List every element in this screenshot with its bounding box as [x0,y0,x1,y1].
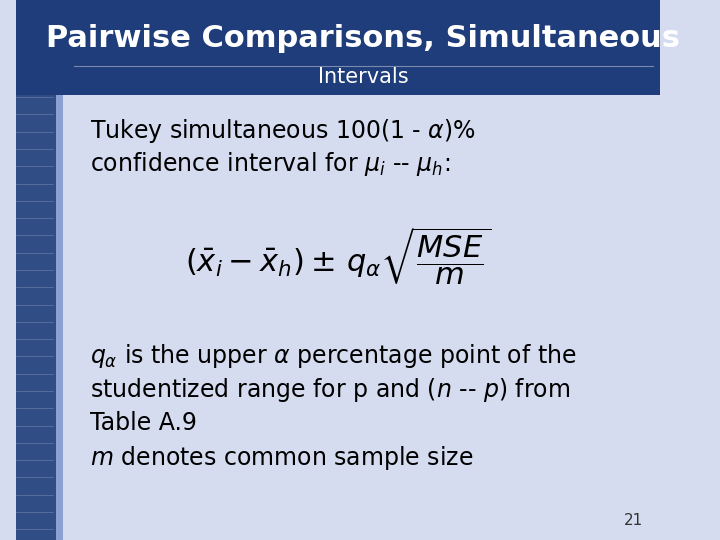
FancyBboxPatch shape [16,94,56,540]
Text: Intervals: Intervals [318,66,409,87]
Text: $m$ denotes common sample size: $m$ denotes common sample size [90,444,473,472]
Text: Table A.9: Table A.9 [90,411,197,435]
Text: $q_{\alpha}$ is the upper $\alpha$ percentage point of the: $q_{\alpha}$ is the upper $\alpha$ perce… [90,342,577,370]
FancyBboxPatch shape [16,0,660,94]
Text: Tukey simultaneous 100(1 - $\alpha$)%: Tukey simultaneous 100(1 - $\alpha$)% [90,117,476,145]
Text: confidence interval for $\mu_i$ -- $\mu_h$:: confidence interval for $\mu_i$ -- $\mu_… [90,150,450,178]
Text: $\left(\bar{x}_i - \bar{x}_h\right) \pm\, q_{\alpha}\sqrt{\dfrac{MSE}{m}}$: $\left(\bar{x}_i - \bar{x}_h\right) \pm\… [184,226,491,287]
Text: studentized range for p and ($n$ -- $p$) from: studentized range for p and ($n$ -- $p$)… [90,376,570,404]
Text: Pairwise Comparisons, Simultaneous: Pairwise Comparisons, Simultaneous [47,24,680,53]
Text: 21: 21 [624,513,644,528]
FancyBboxPatch shape [56,94,63,540]
